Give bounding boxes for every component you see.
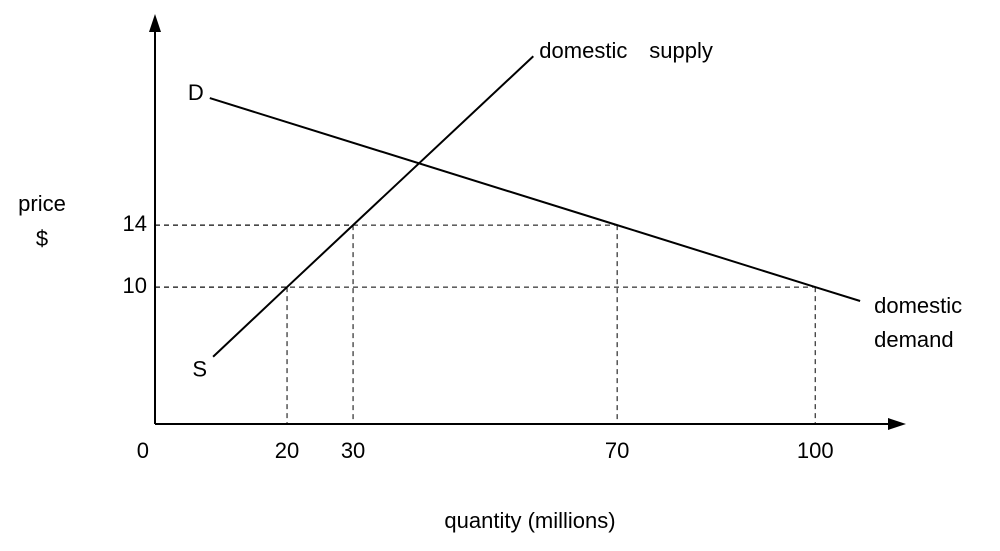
curve-end-label: demand	[874, 327, 954, 352]
curve-end-label: supply	[649, 38, 713, 63]
x-tick-label: 0	[137, 438, 149, 463]
curve	[212, 55, 534, 358]
y-axis-label: price	[18, 191, 66, 216]
y-axis-label: $	[36, 226, 48, 251]
x-tick-label: 100	[797, 438, 834, 463]
curve-end-label: domestic	[874, 293, 962, 318]
x-tick-label: 20	[275, 438, 299, 463]
curve	[209, 97, 861, 302]
curve-end-label: domestic	[539, 38, 627, 63]
y-axis-arrow	[149, 14, 161, 32]
x-tick-label: 70	[605, 438, 629, 463]
x-axis-label: quantity (millions)	[444, 508, 615, 533]
curve-start-label: S	[192, 357, 207, 382]
y-tick-label: 14	[123, 211, 147, 236]
curve-start-label: D	[188, 80, 204, 105]
x-tick-label: 30	[341, 438, 365, 463]
y-tick-label: 10	[123, 273, 147, 298]
x-axis-arrow	[888, 418, 906, 430]
